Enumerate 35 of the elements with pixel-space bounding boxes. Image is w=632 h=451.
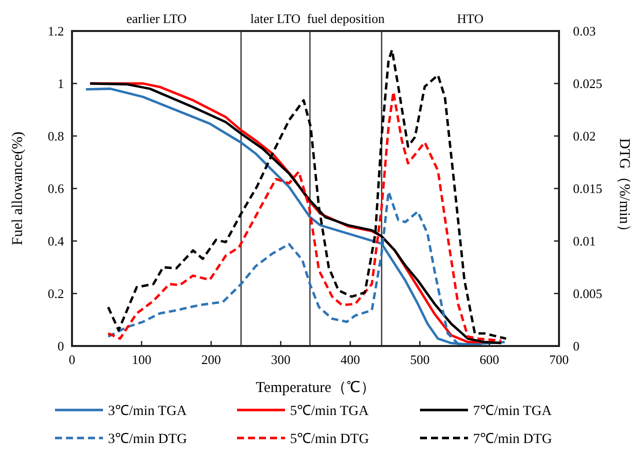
legend-label: 7℃/min TGA	[473, 404, 553, 419]
legend-label: 5℃/min TGA	[290, 404, 370, 419]
y-axis-title: Fuel allowance(%)	[10, 132, 26, 246]
y2-tick-label: 0.02	[573, 128, 596, 144]
text: later LTO	[250, 11, 301, 26]
text: HTO	[457, 11, 484, 26]
y-tick-label: 1.2	[48, 24, 64, 38]
x-tick-label: 700	[549, 352, 569, 367]
y-tick-label: 0.4	[48, 234, 64, 248]
y-tick-label: 0.2	[48, 286, 64, 301]
legend-label: 7℃/min DTG	[473, 432, 552, 447]
x-axis-title: Temperature（℃）	[256, 380, 376, 396]
text: earlier LTO	[126, 11, 187, 26]
x-tick-label: 400	[340, 352, 360, 367]
x-tick-label: 500	[410, 352, 430, 367]
y2-tick-label: 0.01	[573, 234, 596, 248]
x-tick-label: 300	[270, 352, 290, 367]
x-tick-label: 0	[68, 352, 76, 367]
y-tick-label: 1	[58, 76, 64, 91]
y2-tick-label: 0.005	[573, 286, 602, 301]
legend-label: 3℃/min DTG	[108, 432, 187, 447]
x-tick-label: 200	[201, 352, 221, 367]
y2-tick-label: 0.025	[573, 76, 602, 91]
y2-tick-label: 0.03	[573, 24, 596, 38]
legend-label: 5℃/min DTG	[290, 432, 369, 447]
y-tick-label: 0	[58, 338, 64, 354]
x-tick-label: 100	[132, 352, 152, 367]
x-tick-label: 600	[480, 352, 500, 367]
y2-tick-label: 0.015	[573, 181, 602, 196]
text: fuel deposition	[306, 11, 386, 26]
y2-tick-label: 0	[573, 338, 580, 354]
legend-label: 3℃/min TGA	[108, 404, 188, 419]
y-tick-label: 0.8	[48, 128, 64, 144]
y-tick-label: 0.6	[48, 181, 64, 196]
y2-axis-title: DTG（%/min）	[616, 138, 632, 239]
